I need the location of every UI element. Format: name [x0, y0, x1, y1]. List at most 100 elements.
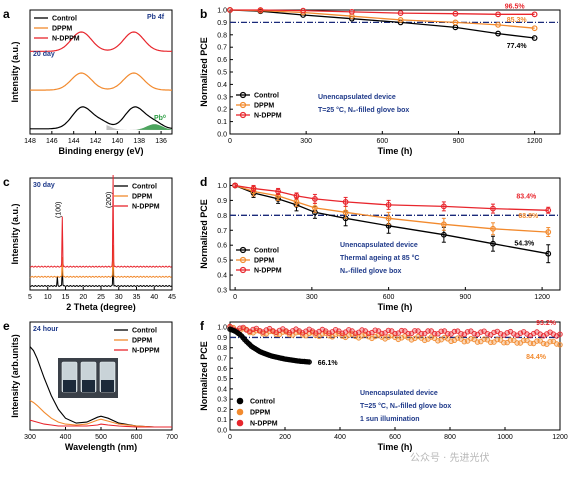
legend-label-a: Control	[52, 16, 77, 23]
x-tick-label: 148	[24, 138, 36, 145]
legend-label-e: DPPM	[132, 338, 152, 345]
panel-letter-f: f	[200, 319, 205, 333]
data-point	[531, 35, 538, 41]
panel-letter-d: d	[200, 175, 207, 189]
annotation-d: Thermal ageing at 85 °C	[340, 254, 419, 262]
y-tick-label: 1.0	[217, 325, 227, 332]
y-tick-label: 0.3	[217, 94, 227, 101]
tag-e: 24 hour	[33, 326, 59, 333]
end-label-ndppm: 96.5%	[505, 3, 526, 10]
x-axis-label-d: Time (h)	[378, 302, 413, 312]
annotation-d: Unencapsulated device	[340, 242, 418, 249]
data-point	[342, 209, 349, 216]
x-tick-label: 144	[68, 138, 80, 145]
x-tick-label: 900	[460, 294, 472, 301]
data-point	[385, 201, 392, 208]
data-point	[440, 203, 447, 210]
x-tick-label: 140	[112, 138, 124, 145]
y-tick-label: 1.0	[217, 8, 227, 15]
series-line-DPPM	[29, 244, 172, 278]
y-axis-label-d: Normalized PCE	[199, 199, 209, 269]
x-tick-label: 136	[155, 138, 167, 145]
x-tick-label: 20	[79, 294, 87, 301]
legend-label-d: DPPM	[254, 258, 274, 265]
y-tick-label: 0.0	[217, 428, 227, 435]
x-tick-label: 400	[334, 434, 346, 441]
end-label-dppm: 84.4%	[526, 354, 547, 361]
x-tick-label: 142	[90, 138, 102, 145]
data-point	[293, 198, 300, 205]
x-tick-label: 40	[150, 294, 158, 301]
y-axis-label-c: Intensity (a.u.)	[10, 203, 20, 264]
legend-marker-d	[239, 246, 247, 254]
series-line-DPPM	[229, 9, 535, 29]
data-point	[531, 25, 538, 32]
data-point	[495, 11, 501, 18]
x-tick-label: 600	[131, 434, 143, 441]
y-axis-label-e: Intensity (arb.units)	[10, 334, 20, 418]
legend-label-f: N-DPPM	[250, 421, 278, 428]
series-line-Control	[229, 9, 535, 39]
legend-marker-d	[239, 266, 247, 274]
data-point	[312, 204, 318, 211]
y-axis-label-a: Intensity (a.u.)	[10, 41, 20, 102]
end-label-ndppm: 83.4%	[516, 193, 537, 200]
y-tick-label: 0.4	[217, 82, 227, 89]
data-point	[490, 225, 496, 232]
annotation-f: T=25 °C, N₂-filled glove box	[360, 402, 451, 410]
y-tick-label: 0.8	[217, 345, 227, 352]
x-tick-label: 1200	[552, 434, 568, 441]
x-tick-label: 0	[228, 434, 232, 441]
x-tick-label: 500	[95, 434, 107, 441]
end-label-control: 77.4%	[507, 43, 528, 50]
data-point	[293, 193, 300, 199]
legend-marker-d	[239, 256, 247, 264]
data-point	[257, 7, 264, 13]
legend-label-a: N-DPPM	[52, 36, 80, 43]
x-tick-label: 0	[228, 138, 232, 145]
y-tick-label: 0.7	[217, 356, 227, 363]
legend-marker-f	[236, 408, 244, 416]
legend-marker-b	[239, 111, 247, 119]
series-line-N-DPPM	[30, 31, 172, 52]
legend-label-d: Control	[254, 248, 279, 255]
x-tick-label: 1200	[527, 138, 543, 145]
series-line-Control	[234, 184, 549, 255]
series-line-DPPM	[234, 184, 549, 233]
end-label-control: 66.1%	[318, 360, 339, 367]
data-point	[452, 10, 459, 17]
y-tick-label: 0.2	[217, 107, 227, 114]
x-axis-label-b: Time (h)	[378, 146, 413, 156]
x-tick-label: 600	[389, 434, 401, 441]
pb0-label: Pb⁰	[154, 114, 166, 122]
y-tick-label: 0.7	[217, 45, 227, 52]
legend-label-e: Control	[132, 328, 157, 335]
annotation-f: 1 sun illumination	[360, 416, 420, 423]
x-tick-label: 35	[133, 294, 141, 301]
legend-label-d: N-DPPM	[254, 268, 282, 275]
end-label-dppm: 85.3%	[507, 17, 528, 24]
x-tick-label: 300	[306, 294, 318, 301]
panel-e: e 300 400 500 600 700 Wavelength (nm) Intensity…	[3, 319, 178, 452]
data-point	[385, 215, 392, 222]
corner-label-a: Pb 4f	[147, 14, 165, 21]
plot-frame-a	[29, 9, 173, 135]
legend-label-e: N-DPPM	[132, 348, 160, 355]
annotation-d: N₂-filled glove box	[340, 268, 402, 275]
x-axis-label-a: Binding energy (eV)	[58, 146, 143, 156]
data-point	[452, 19, 459, 26]
series-line-N-DPPM	[29, 174, 172, 268]
data-point	[557, 331, 563, 337]
y-tick-label: 0.3	[217, 288, 227, 295]
y-tick-label: 0.5	[217, 258, 227, 265]
data-point	[397, 10, 404, 17]
peak-label: (100)	[55, 202, 62, 218]
panel-letter-e: e	[3, 319, 10, 333]
y-tick-label: 0.4	[217, 386, 227, 393]
legend-label-f: DPPM	[250, 410, 270, 417]
end-label-ndppm: 93.2%	[536, 320, 557, 327]
x-tick-label: 5	[28, 294, 32, 301]
x-tick-label: 30	[115, 294, 123, 301]
y-tick-label: 0.7	[217, 228, 227, 235]
